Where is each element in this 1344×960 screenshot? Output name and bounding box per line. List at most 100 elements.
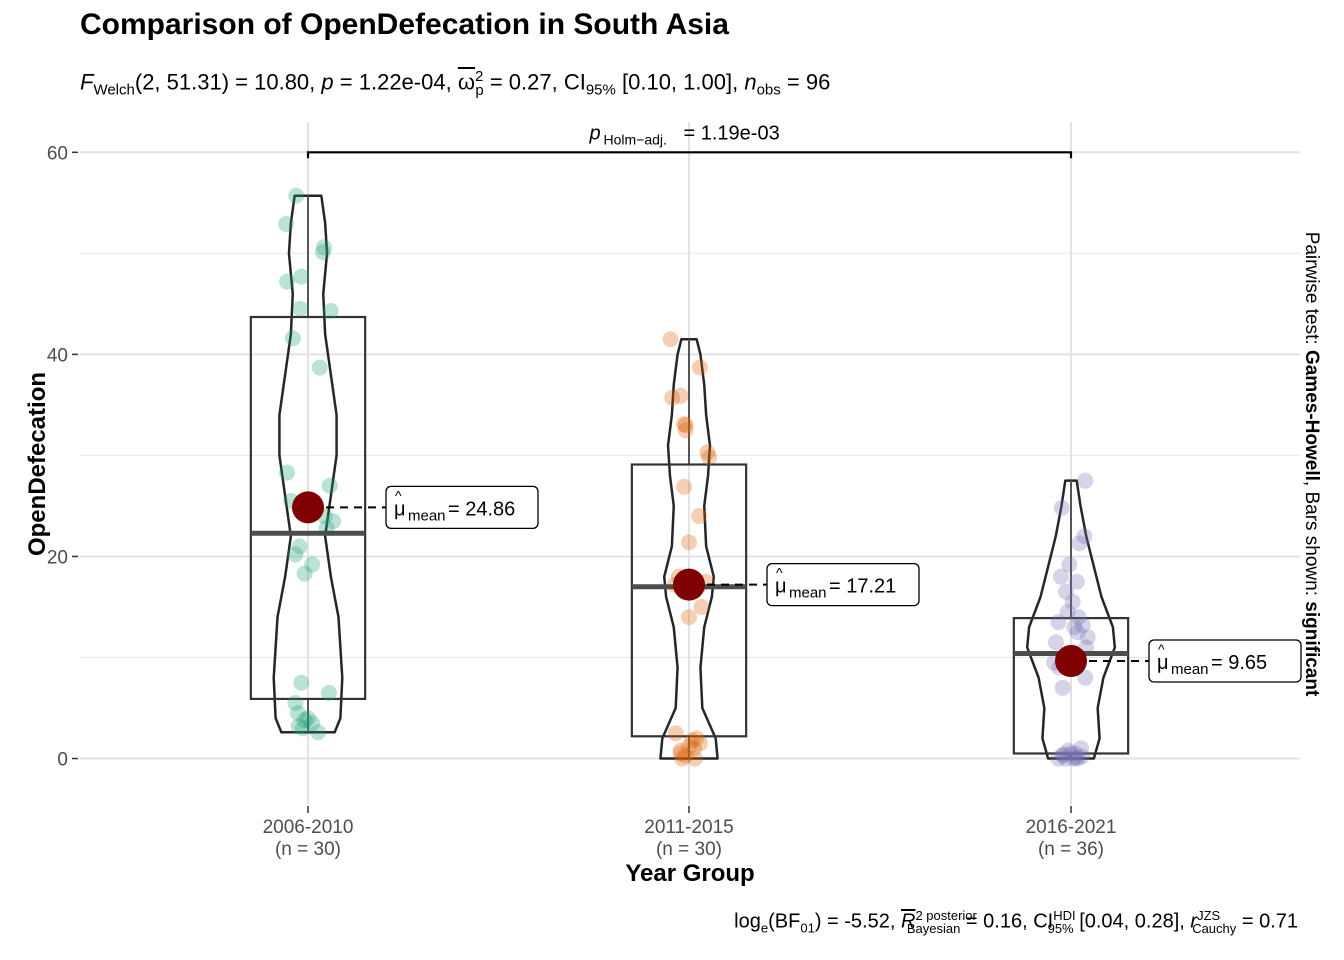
data-point [292, 300, 309, 317]
subtitle-n-sub: obs [756, 81, 781, 99]
data-point [279, 464, 296, 481]
data-point [681, 534, 697, 551]
data-point [675, 478, 692, 495]
data-point [1073, 740, 1090, 757]
data-point [672, 745, 689, 762]
data-point [672, 742, 689, 759]
subtitle-close-paren: ) = [221, 69, 255, 95]
data-point [691, 359, 708, 376]
data-point [677, 417, 694, 434]
subtitle-effect-value: 0.27 [508, 69, 552, 95]
data-point [667, 725, 684, 742]
mean-label-hat: ^ [395, 487, 402, 503]
pairwise-label-value: = 1.19e-03 [684, 122, 780, 144]
data-point [1068, 573, 1085, 590]
data-point [289, 705, 306, 722]
chart-title: Comparison of OpenDefecation in South As… [80, 8, 729, 41]
data-point [1050, 750, 1067, 767]
y-tick-label: 60 [47, 143, 68, 164]
box [249, 315, 367, 701]
data-point [288, 187, 305, 204]
y-tick-label: 0 [57, 750, 68, 771]
pairwise-prefix: Pairwise test: [1301, 231, 1322, 350]
data-point [287, 546, 304, 563]
box [1012, 616, 1130, 755]
y-axis-label: OpenDefecation [24, 371, 51, 557]
pairwise-middle: , Bars shown: [1301, 480, 1322, 602]
data-point [304, 556, 321, 573]
subtitle-effect-sup: 2 [475, 68, 484, 85]
subtitle-stat-sub: Welch [93, 81, 135, 99]
data-point [1057, 583, 1074, 600]
mean-label-value: = 17.21 [829, 576, 896, 598]
data-point [1059, 604, 1076, 621]
mean-label-sub: mean [408, 507, 446, 524]
data-point [1076, 528, 1093, 545]
x-tick-label: 2006-2010 [263, 817, 354, 838]
violin-outline [1025, 479, 1117, 760]
data-point [287, 694, 304, 711]
mean-label-box [385, 485, 539, 530]
data-point [290, 718, 307, 735]
data-point [686, 740, 703, 757]
data-point [1047, 634, 1064, 651]
data-point [674, 750, 691, 767]
data-point [1067, 745, 1084, 762]
data-point [1052, 568, 1069, 585]
data-point [1055, 746, 1072, 763]
data-point [1077, 472, 1094, 489]
caption-r-label: r [1190, 910, 1198, 933]
data-point [296, 712, 313, 729]
mean-point [292, 491, 324, 524]
caption-r2-value: 0.16 [983, 910, 1023, 933]
data-point [291, 538, 308, 555]
caption-ci-sub: 95% [1047, 920, 1074, 936]
subtitle-ci: [0.10, 1.00] [622, 69, 733, 95]
caption-r2-sub: Bayesian [906, 920, 961, 936]
data-point [310, 724, 327, 741]
caption-bf-sub: 01 [800, 920, 815, 936]
mean-label-value: = 24.86 [448, 498, 515, 520]
caption-bf-label: BF [774, 910, 801, 933]
data-point [1069, 624, 1086, 641]
mean-label-box [766, 562, 920, 607]
data-point [1057, 750, 1074, 767]
data-point [693, 598, 710, 615]
mean-label-mu: μ [775, 576, 787, 598]
pairwise-bracket [306, 151, 1073, 159]
caption-r-sub: Cauchy [1192, 920, 1237, 936]
x-tick-label: 2016-2021 [1026, 817, 1117, 838]
caption-r2-label: R [900, 910, 916, 933]
data-point [681, 738, 697, 755]
caption-ci-label: CI [1033, 910, 1054, 933]
data-point [325, 513, 342, 530]
y-tick-label: 20 [47, 547, 68, 568]
data-point [321, 477, 338, 494]
data-point [1077, 669, 1094, 686]
mean-point [673, 568, 705, 601]
data-point [320, 684, 337, 701]
data-point [315, 239, 332, 256]
caption-bf-value: -5.52 [844, 910, 890, 933]
pairwise-test-name: Games-Howell [1301, 349, 1322, 481]
data-point [1061, 556, 1078, 573]
subtitle-p-label: p [321, 69, 334, 95]
data-point [1071, 535, 1088, 552]
data-point [296, 565, 313, 582]
caption-r-sup: JZS [1197, 908, 1221, 923]
data-point [664, 389, 681, 406]
subtitle-p-value: 1.22e-04 [358, 69, 446, 95]
violin-outline [272, 194, 344, 734]
pairwise-label-p: p [589, 122, 601, 144]
subtitle-effect-name: ω [457, 69, 476, 95]
data-point [701, 449, 718, 466]
data-point [691, 735, 708, 752]
data-point [688, 730, 705, 747]
data-point [699, 444, 716, 461]
data-point [662, 331, 679, 348]
subtitle-stat-name: F [80, 69, 94, 95]
box [630, 463, 748, 738]
x-tick-n-label: (n = 36) [1038, 839, 1104, 860]
subtitle-ci-sub: 95% [585, 81, 616, 99]
